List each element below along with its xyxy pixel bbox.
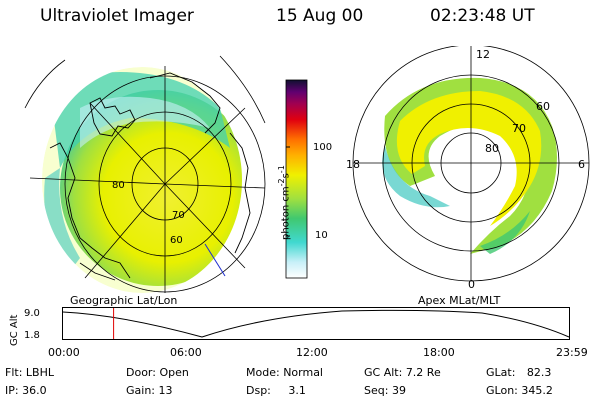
dsp-param: Dsp: 3.1 [246, 384, 306, 397]
colorbar-unit-text: photon cm [280, 186, 292, 240]
door-param: Door: Open [126, 366, 189, 379]
lat-label-60: 60 [170, 235, 183, 246]
xtick-2359: 23:59 [556, 346, 588, 359]
lat-label-80: 80 [112, 180, 125, 191]
colorbar-exp2: -1 [277, 165, 286, 174]
filter-value: LBHL [25, 366, 54, 379]
mlat-60-label: 60 [536, 100, 550, 113]
door-value: Open [159, 366, 189, 379]
altitude-plot [62, 307, 570, 340]
colorbar-tick-100: 100 [313, 142, 333, 153]
seq-param: Seq: 39 [364, 384, 406, 397]
ip-param: IP: 36.0 [5, 384, 47, 397]
xtick-1800: 18:00 [423, 346, 455, 359]
mode-value: Normal [283, 366, 323, 379]
dsp-value: 3.1 [288, 384, 306, 397]
mode-param: Mode: Normal [246, 366, 323, 379]
gain-param: Gain: 13 [126, 384, 173, 397]
mlat-70-label: 70 [512, 122, 526, 135]
ip-value: 36.0 [22, 384, 47, 397]
magnetic-panel-label: Apex MLat/MLT [418, 294, 501, 307]
mlt-0-label: 0 [468, 278, 475, 291]
glon-value: 345.2 [521, 384, 553, 397]
time-label: 02:23:48 UT [430, 6, 535, 26]
gcalt-param: GC Alt: 7.2 Re [364, 366, 441, 379]
mlt-12-label: 12 [476, 48, 490, 61]
glat-param: GLat: 82.3 [486, 366, 552, 379]
mlt-6-label: 6 [578, 158, 585, 171]
altitude-ymax: 9.0 [24, 308, 40, 319]
xtick-1200: 12:00 [296, 346, 328, 359]
seq-value: 39 [391, 384, 406, 397]
gain-value: 13 [158, 384, 173, 397]
gcalt-value: 7.2 Re [405, 366, 441, 379]
colorbar-unit-label: photon cm-2s-1 [277, 165, 291, 240]
altitude-ymin: 1.8 [24, 330, 40, 341]
colorbar-exp1: -2 [277, 178, 286, 187]
geographic-panel-label: Geographic Lat/Lon [70, 294, 178, 307]
lat-label-70: 70 [172, 210, 185, 221]
mlt-18-label: 18 [346, 158, 360, 171]
instrument-title: Ultraviolet Imager [40, 6, 194, 26]
colorbar-tick-10: 10 [315, 230, 328, 241]
date-label: 15 Aug 00 [276, 6, 364, 26]
mlat-80-label: 80 [485, 142, 499, 155]
xtick-0600: 06:00 [170, 346, 202, 359]
magnetic-polar-plot: 12 18 6 0 60 70 80 [346, 46, 590, 291]
colorbar [285, 79, 308, 279]
glon-param: GLon: 345.2 [486, 384, 553, 397]
filter-param: Flt: LBHL [5, 366, 54, 379]
altitude-ylabel: GC Alt [9, 314, 20, 346]
glat-value: 82.3 [526, 366, 552, 379]
colorbar-unit-s: s [280, 173, 292, 179]
xtick-0000: 00:00 [48, 346, 80, 359]
geographic-auroral-image: 60 70 80 [24, 55, 266, 293]
